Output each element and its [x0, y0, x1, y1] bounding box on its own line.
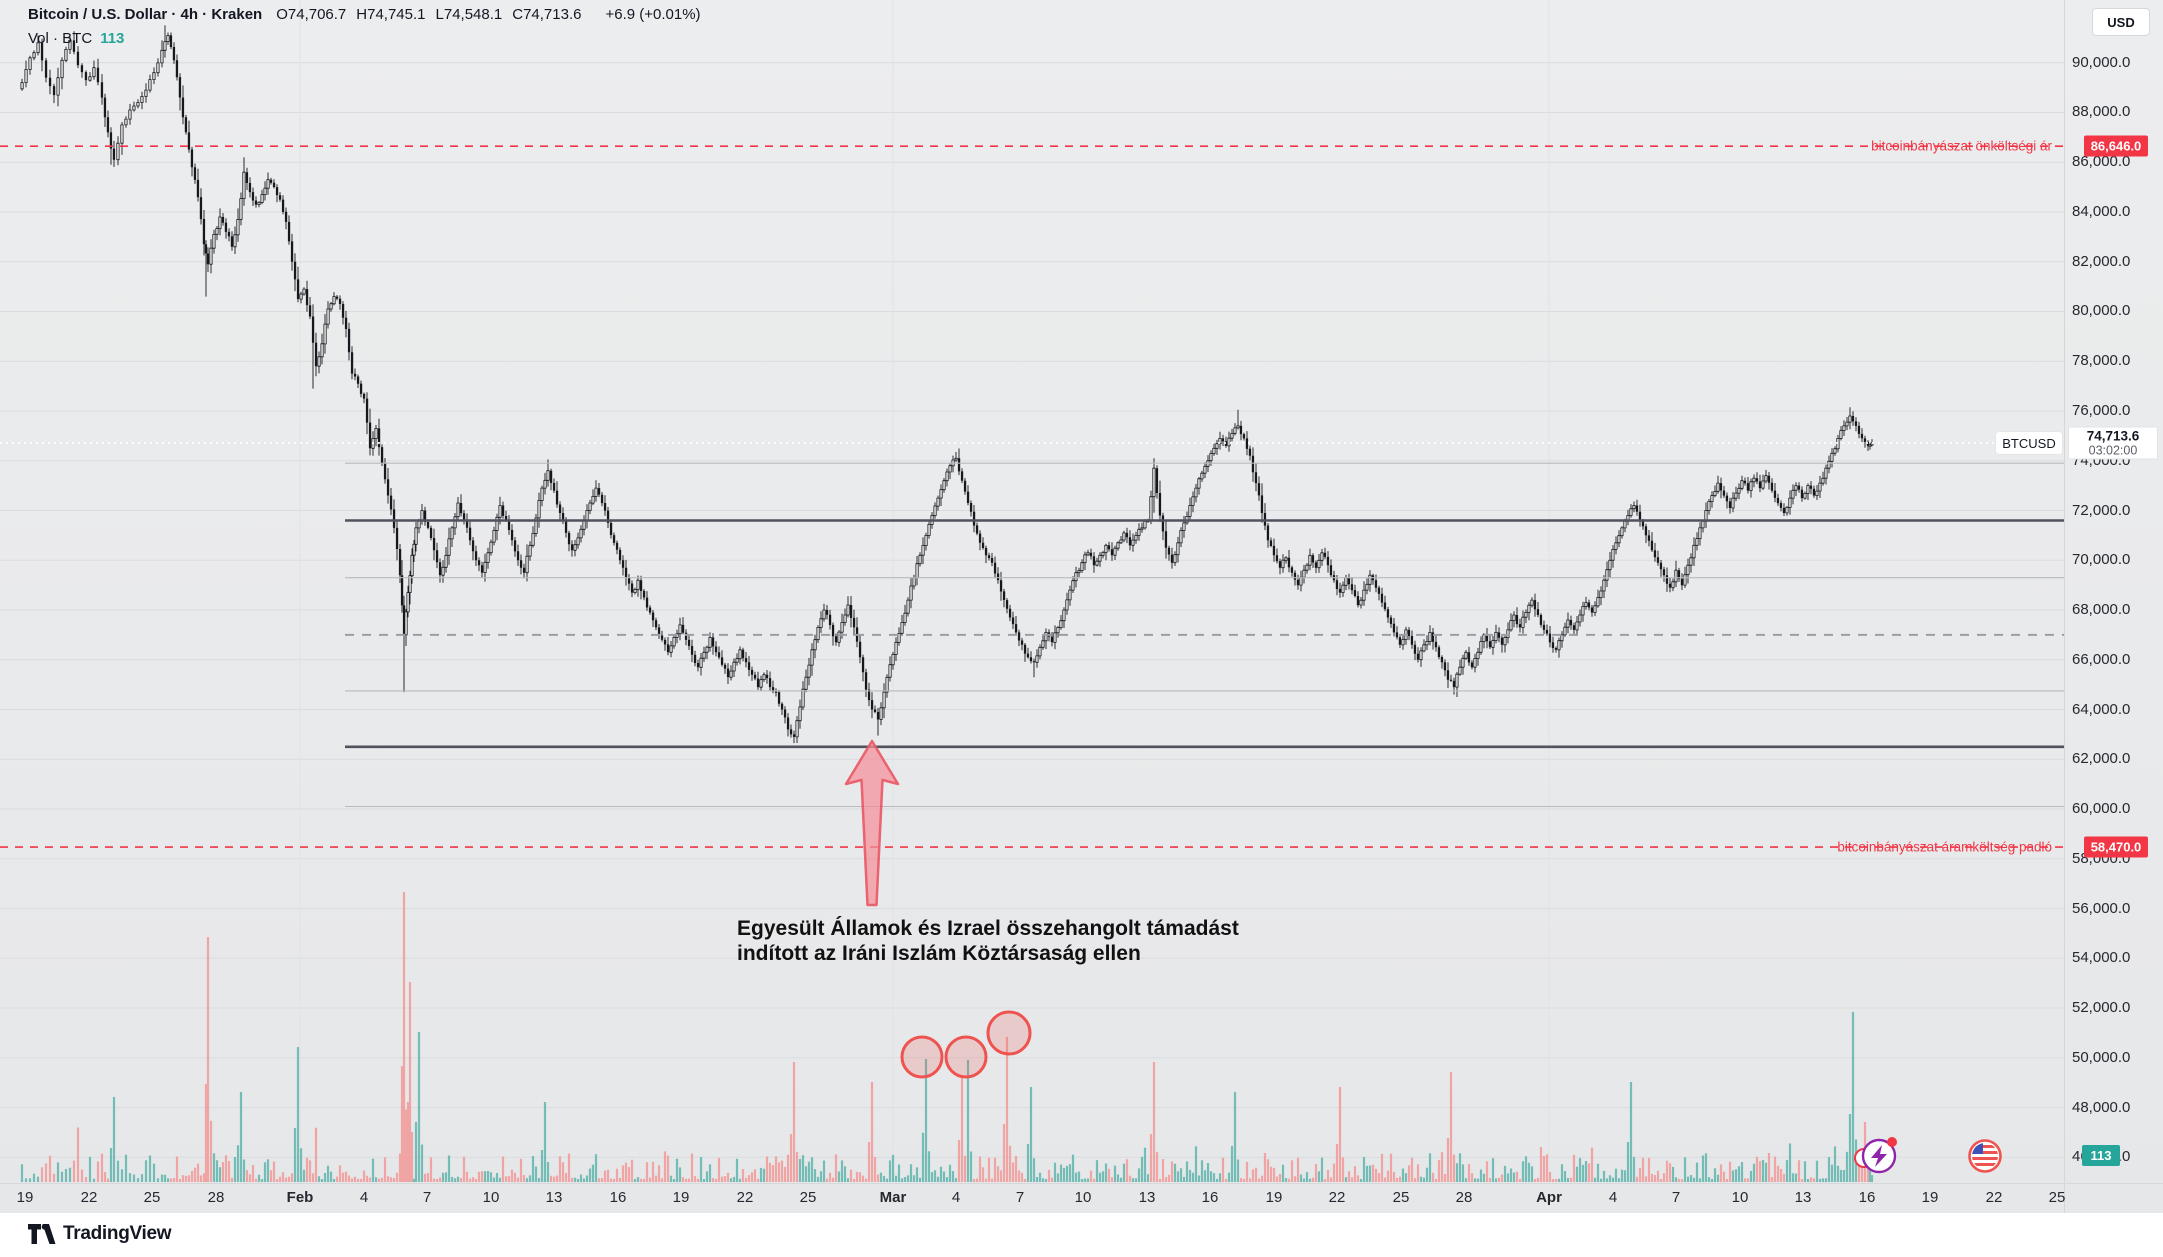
- change-value: +6.9 (+0.01%): [605, 6, 701, 23]
- time-tick-label: 25: [1392, 1189, 1410, 1206]
- time-tick-label: 25: [143, 1189, 161, 1206]
- tradingview-logo-icon: [28, 1224, 56, 1244]
- price-tick-label: 68,000.0: [2072, 601, 2131, 618]
- symbol-title[interactable]: Bitcoin / U.S. Dollar · 4h · Kraken: [28, 6, 263, 23]
- time-tick-label: 19: [1265, 1189, 1283, 1206]
- time-tick-label: 22: [1985, 1189, 2003, 1206]
- time-tick-label: 7: [422, 1189, 432, 1206]
- time-tick-label: 16: [1858, 1189, 1876, 1206]
- time-tick-label: 10: [482, 1189, 500, 1206]
- price-tick-label: 76,000.0: [2072, 402, 2131, 419]
- volume-highlight-circle[interactable]: [944, 1035, 988, 1079]
- time-tick-label: 19: [1921, 1189, 1939, 1206]
- time-tick-label: 7: [1015, 1189, 1025, 1206]
- tradingview-logo[interactable]: TradingView: [28, 1223, 172, 1245]
- time-tick-label: 25: [799, 1189, 817, 1206]
- price-tick-label: 60,000.0: [2072, 800, 2131, 817]
- ohlc-h-value: H74,745.1: [356, 6, 426, 23]
- bar-countdown: 03:02:00: [2088, 443, 2138, 458]
- currency-toggle-button[interactable]: USD: [2092, 8, 2150, 36]
- time-tick-label: 22: [1328, 1189, 1346, 1206]
- time-tick-label: 10: [1731, 1189, 1749, 1206]
- electricity-floor-line-label[interactable]: bitcoinbányászat áramköltség padló: [1837, 839, 2052, 855]
- time-tick-label: 4: [359, 1189, 369, 1206]
- price-tick-label: 50,000.0: [2072, 1048, 2131, 1066]
- time-tick-label: 16: [1201, 1189, 1219, 1206]
- volume-indicator-label[interactable]: Vol · BTC: [28, 30, 93, 47]
- ohlc-o-value: O74,706.7: [276, 6, 347, 23]
- price-tick-label: 90,000.0: [2072, 53, 2131, 71]
- time-tick-label: 4: [951, 1189, 961, 1206]
- time-tick-label: 19: [672, 1189, 690, 1206]
- price-tick-label: 88,000.0: [2072, 103, 2131, 121]
- volume-axis-badge: 113: [2082, 1145, 2120, 1166]
- news-annotation-text[interactable]: Egyesült Államok és Izrael összehangolt …: [737, 916, 1239, 966]
- mining-cost-line-label[interactable]: bitcoinbányászat önköltségi ár: [1871, 138, 2052, 154]
- price-tick-label: 52,000.0: [2072, 999, 2131, 1016]
- mining-cost-price-badge: 86,646.0: [2084, 135, 2148, 157]
- up-arrow-drawing[interactable]: [844, 739, 900, 907]
- time-tick-label: 13: [545, 1189, 563, 1206]
- annotation-line-2: indított az Iráni Iszlám Köztársaság ell…: [737, 942, 1141, 965]
- current-price-symbol-label: BTCUSD: [1996, 432, 2062, 454]
- time-tick-label: 19: [16, 1189, 34, 1206]
- time-tick-label: 22: [80, 1189, 98, 1206]
- current-price-value: 74,713.6: [2086, 428, 2140, 444]
- price-tick-label: 54,000.0: [2072, 949, 2131, 967]
- time-tick-label: Feb: [286, 1189, 314, 1206]
- volume-highlight-circle[interactable]: [986, 1010, 1032, 1056]
- tradingview-logo-text: TradingView: [63, 1223, 172, 1244]
- chart-background: [0, 0, 2163, 1213]
- chart-legend: Bitcoin / U.S. Dollar · 4h · Kraken O74,…: [28, 6, 701, 47]
- price-tick-label: 86,000.0: [2072, 153, 2131, 171]
- price-tick-label: 84,000.0: [2072, 202, 2131, 220]
- price-tick-label: 56,000.0: [2072, 899, 2131, 917]
- ohlc-l-value: L74,548.1: [435, 6, 503, 23]
- price-tick-label: 78,000.0: [2072, 352, 2131, 370]
- price-tick-label: 48,000.0: [2072, 1098, 2131, 1116]
- time-tick-label: 4: [1608, 1189, 1618, 1206]
- price-tick-label: 70,000.0: [2072, 551, 2131, 569]
- time-tick-label: Mar: [879, 1189, 907, 1206]
- time-tick-label: 28: [1455, 1189, 1473, 1206]
- time-tick-label: Apr: [1536, 1189, 1562, 1206]
- price-tick-label: 64,000.0: [2072, 700, 2131, 718]
- price-axis-separator: [2064, 0, 2065, 1213]
- annotation-line-1: Egyesült Államok és Izrael összehangolt …: [737, 917, 1239, 940]
- price-tick-label: 80,000.0: [2072, 302, 2131, 320]
- price-tick-label: 66,000.0: [2072, 650, 2131, 668]
- price-tick-label: 72,000.0: [2072, 501, 2131, 519]
- volume-indicator-value: 113: [100, 30, 125, 47]
- ohlc-values: O74,706.7 H74,745.1 L74,548.1 C74,713.6: [276, 6, 591, 23]
- candlestick-chart-canvas[interactable]: [0, 0, 2163, 1213]
- time-tick-label: 13: [1794, 1189, 1812, 1206]
- time-tick-label: 16: [609, 1189, 627, 1206]
- time-tick-label: 25: [2048, 1189, 2066, 1206]
- electricity-floor-price-badge: 58,470.0: [2084, 836, 2148, 858]
- time-tick-label: 13: [1138, 1189, 1156, 1206]
- time-tick-label: 22: [736, 1189, 754, 1206]
- time-tick-label: 28: [207, 1189, 225, 1206]
- ohlc-c-value: C74,713.6: [512, 6, 582, 23]
- price-tick-label: 82,000.0: [2072, 252, 2131, 270]
- bottom-bar: TradingView: [0, 1213, 2163, 1257]
- volume-highlight-circle[interactable]: [900, 1035, 944, 1079]
- time-axis[interactable]: [0, 1183, 2163, 1214]
- current-price-badge: 74,713.6 03:02:00: [2068, 426, 2158, 460]
- time-tick-label: 10: [1074, 1189, 1092, 1206]
- time-tick-label: 7: [1671, 1189, 1681, 1206]
- price-tick-label: 62,000.0: [2072, 750, 2131, 768]
